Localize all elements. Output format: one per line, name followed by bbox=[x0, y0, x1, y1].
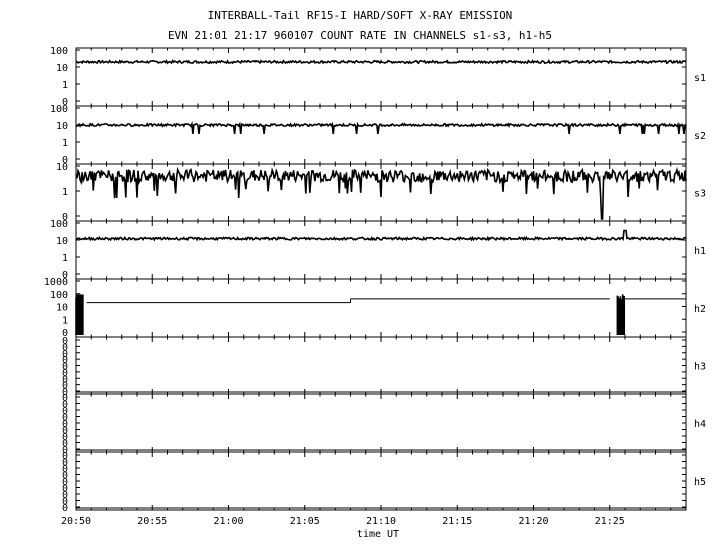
y-tick-label-h5: 0 bbox=[62, 458, 68, 469]
y-tick-label-h3: 0 bbox=[62, 336, 68, 347]
y-tick-label-h4: 0 bbox=[62, 445, 68, 456]
panel-frame-h4 bbox=[75, 393, 687, 453]
y-tick-label-h4: 0 bbox=[62, 439, 68, 450]
y-tick-label-h2: 10 bbox=[56, 303, 68, 314]
axis-labels: 1001010s11001010s21010s31001010h11000100… bbox=[44, 46, 706, 540]
chart-title: INTERBALL-Tail RF15-I HARD/SOFT X-RAY EM… bbox=[207, 9, 513, 22]
y-tick-label-h2: 100 bbox=[50, 290, 68, 301]
panel-frames bbox=[75, 47, 687, 511]
x-tick-label: 21:15 bbox=[442, 516, 472, 527]
y-tick-label-h5: 0 bbox=[62, 464, 68, 475]
y-tick-label-h4: 0 bbox=[62, 400, 68, 411]
y-tick-label-h4: 0 bbox=[62, 432, 68, 443]
y-tick-label-s1: 1 bbox=[62, 80, 68, 91]
panel-label-h3: h3 bbox=[694, 362, 706, 373]
panel-frame-h1 bbox=[75, 220, 687, 280]
y-tick-label-h3: 0 bbox=[62, 362, 68, 373]
y-tick-label-s1: 10 bbox=[56, 63, 68, 74]
y-tick-label-s3: 1 bbox=[62, 187, 68, 198]
y-tick-label-h3: 0 bbox=[62, 355, 68, 366]
y-tick-label-h3: 0 bbox=[62, 387, 68, 398]
y-tick-label-h5: 0 bbox=[62, 451, 68, 462]
y-tick-label-h3: 0 bbox=[62, 381, 68, 392]
panel-frame-h5 bbox=[75, 451, 687, 511]
panel-label-s2: s2 bbox=[694, 131, 706, 142]
panel-frame-h2 bbox=[75, 278, 687, 338]
data-series bbox=[75, 59, 687, 509]
panel-label-s1: s1 bbox=[694, 73, 706, 84]
x-tick-label: 21:05 bbox=[290, 516, 320, 527]
y-tick-label-h5: 0 bbox=[62, 490, 68, 501]
y-tick-label-s1: 100 bbox=[50, 46, 68, 57]
y-tick-label-s2: 1 bbox=[62, 138, 68, 149]
y-tick-label-h4: 0 bbox=[62, 406, 68, 417]
x-tick-label: 21:00 bbox=[213, 516, 243, 527]
y-tick-label-s2: 0 bbox=[62, 155, 68, 166]
y-tick-label-h3: 0 bbox=[62, 368, 68, 379]
y-tick-label-s2: 100 bbox=[50, 104, 68, 115]
y-tick-label-h2: 0 bbox=[62, 328, 68, 339]
y-tick-label-h2: 1 bbox=[62, 315, 68, 326]
panel-label-h2: h2 bbox=[694, 304, 706, 315]
y-tick-label-h5: 0 bbox=[62, 477, 68, 488]
chart-subtitle: EVN 21:01 21:17 960107 COUNT RATE IN CHA… bbox=[167, 29, 553, 42]
x-tick-label: 20:50 bbox=[61, 516, 91, 527]
series-line-s1 bbox=[75, 59, 687, 65]
y-tick-label-h3: 0 bbox=[62, 374, 68, 385]
panel-label-h1: h1 bbox=[694, 246, 706, 257]
x-axis-label: time UT bbox=[357, 529, 399, 540]
y-tick-label-h3: 0 bbox=[62, 342, 68, 353]
y-tick-label-h1: 1 bbox=[62, 253, 68, 264]
y-tick-label-h3: 0 bbox=[62, 349, 68, 360]
panel-label-s3: s3 bbox=[694, 189, 706, 200]
panel-frame-s1 bbox=[75, 47, 687, 107]
y-tick-label-h5: 0 bbox=[62, 471, 68, 482]
y-tick-label-s3: 0 bbox=[62, 212, 68, 223]
panel-frame-h3 bbox=[75, 336, 687, 395]
y-tick-label-h1: 0 bbox=[62, 270, 68, 281]
series-line-s3 bbox=[75, 166, 687, 220]
y-tick-label-h4: 0 bbox=[62, 426, 68, 437]
y-tick-label-h5: 0 bbox=[62, 503, 68, 514]
y-tick-label-h5: 0 bbox=[62, 484, 68, 495]
series-line-h1 bbox=[75, 229, 687, 242]
y-tick-label-h4: 0 bbox=[62, 413, 68, 424]
y-tick-label-h4: 0 bbox=[62, 419, 68, 430]
y-tick-label-h5: 0 bbox=[62, 497, 68, 508]
y-tick-label-h2: 1000 bbox=[44, 277, 68, 288]
y-tick-label-s1: 0 bbox=[62, 97, 68, 108]
y-tick-label-s3: 10 bbox=[56, 162, 68, 173]
panel-label-h5: h5 bbox=[694, 477, 706, 488]
y-tick-label-h1: 10 bbox=[56, 236, 68, 247]
panel-frame-s2 bbox=[75, 105, 687, 165]
panel-label-h4: h4 bbox=[694, 419, 706, 430]
x-tick-label: 21:25 bbox=[595, 516, 625, 527]
x-tick-label: 21:20 bbox=[518, 516, 548, 527]
y-tick-label-h1: 100 bbox=[50, 219, 68, 230]
y-tick-label-h4: 0 bbox=[62, 393, 68, 404]
x-tick-label: 20:55 bbox=[137, 516, 167, 527]
y-tick-label-s2: 10 bbox=[56, 121, 68, 132]
x-tick-label: 21:10 bbox=[366, 516, 396, 527]
series-line-s2 bbox=[75, 120, 687, 135]
